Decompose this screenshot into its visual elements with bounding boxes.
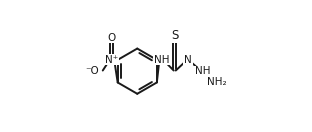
Text: N: N — [184, 55, 192, 65]
Text: ⁻O: ⁻O — [86, 66, 100, 76]
Text: NH: NH — [195, 66, 210, 76]
Text: N⁺: N⁺ — [105, 55, 118, 65]
Text: NH: NH — [154, 55, 169, 65]
Text: O: O — [107, 33, 115, 43]
Text: S: S — [171, 29, 178, 42]
Text: NH₂: NH₂ — [207, 77, 227, 87]
